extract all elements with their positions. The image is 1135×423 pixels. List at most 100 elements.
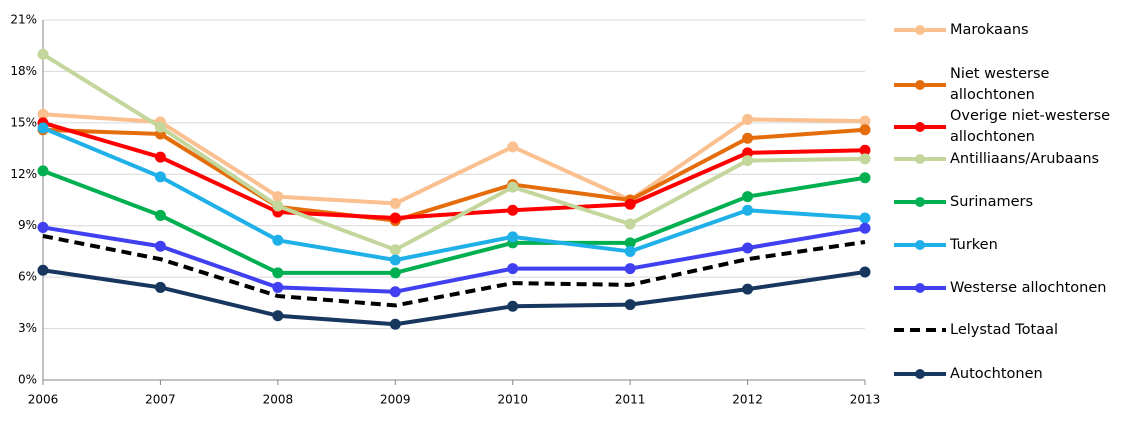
data-point	[742, 242, 754, 254]
legend-swatch	[894, 328, 946, 332]
data-point	[272, 200, 284, 212]
data-point	[272, 281, 284, 293]
legend-entry: Overige niet-westerse allochtonen	[892, 106, 1135, 148]
data-point	[154, 151, 166, 163]
data-point	[154, 240, 166, 252]
y-tick-label: 0%	[18, 373, 37, 387]
data-point	[624, 198, 636, 210]
series-line	[42, 120, 866, 220]
legend-label: Westerse allochtonen	[950, 279, 1107, 296]
legend-swatch	[894, 154, 946, 164]
data-point	[37, 165, 49, 177]
legend-swatch	[894, 240, 946, 250]
legend-entry: Autochtonen	[892, 353, 1135, 395]
legend-marker	[915, 122, 925, 132]
data-point	[742, 191, 754, 203]
data-point	[389, 212, 401, 224]
x-tick-label: 2008	[263, 393, 294, 407]
legend-label: Overige niet-westerse allochtonen	[950, 108, 1111, 145]
data-point	[859, 172, 871, 184]
data-point	[37, 264, 49, 276]
legend-swatch	[894, 369, 946, 379]
x-tick-label: 2007	[145, 393, 176, 407]
data-point	[624, 299, 636, 311]
legend-marker	[915, 283, 925, 293]
y-tick-label: 9%	[18, 218, 37, 232]
legend-label: Turken	[950, 236, 998, 253]
data-point	[507, 300, 519, 312]
legend-marker	[915, 369, 925, 379]
series-line	[42, 126, 866, 262]
legend-swatch	[894, 283, 946, 293]
y-tick-label: 3%	[18, 321, 37, 335]
legend-entry: Westerse allochtonen	[892, 267, 1135, 309]
legend-swatch	[894, 25, 946, 35]
x-tick-label: 2009	[380, 393, 411, 407]
data-point	[859, 124, 871, 136]
legend-marker	[915, 240, 925, 250]
data-point	[742, 155, 754, 167]
series-line	[42, 168, 866, 275]
data-point	[742, 113, 754, 125]
data-point	[507, 231, 519, 243]
data-point	[389, 254, 401, 266]
data-point	[389, 244, 401, 256]
data-point	[389, 267, 401, 279]
legend-label: Autochtonen	[950, 365, 1043, 382]
y-tick-label: 18%	[10, 64, 37, 78]
legend-entry: Marokaans	[892, 9, 1135, 51]
y-tick-label: 12%	[10, 167, 37, 181]
y-tick-label: 21%	[10, 13, 37, 27]
legend-swatch	[894, 197, 946, 207]
data-point	[272, 310, 284, 322]
legend-label: Lelystad Totaal	[950, 321, 1059, 338]
legend-entry: Niet westerse allochtonen	[892, 64, 1135, 106]
data-point	[154, 171, 166, 183]
data-point	[859, 266, 871, 278]
legend-label: Niet westerse allochtonen	[950, 66, 1050, 103]
series-line	[42, 112, 866, 206]
data-point	[272, 234, 284, 246]
legend-marker	[915, 197, 925, 207]
data-point	[624, 218, 636, 230]
data-point	[742, 283, 754, 295]
legend-entry: Turken	[892, 224, 1135, 266]
legend-swatch	[894, 80, 946, 90]
data-point	[859, 153, 871, 165]
data-point	[507, 141, 519, 153]
y-tick-label: 6%	[18, 270, 37, 284]
data-point	[37, 122, 49, 134]
data-point	[37, 221, 49, 233]
series-line	[41, 52, 866, 252]
data-point	[624, 263, 636, 275]
legend-label: Marokaans	[950, 21, 1029, 38]
y-tick-label: 15%	[10, 115, 37, 129]
data-point	[154, 209, 166, 221]
data-point	[859, 212, 871, 224]
x-tick-label: 2013	[850, 393, 881, 407]
legend-label: Antilliaans/Arubaans	[950, 150, 1100, 167]
data-point	[742, 204, 754, 216]
legend-entry: Surinamers	[892, 181, 1135, 223]
legend-entry: Antilliaans/Arubaans	[892, 138, 1135, 180]
x-tick-label: 2011	[615, 393, 646, 407]
data-point	[389, 286, 401, 298]
x-tick-label: 2006	[28, 393, 59, 407]
data-point	[389, 197, 401, 209]
legend-marker	[915, 154, 925, 164]
legend-entry: Lelystad Totaal	[892, 309, 1135, 351]
data-point	[272, 267, 284, 279]
legend-marker	[915, 25, 925, 35]
legend-marker	[915, 80, 925, 90]
data-point	[154, 121, 166, 133]
legend-swatch	[894, 122, 946, 132]
series-line	[42, 127, 866, 223]
legend-label: Surinamers	[950, 193, 1034, 210]
x-tick-label: 2012	[732, 393, 763, 407]
data-point	[507, 181, 519, 193]
data-point	[742, 132, 754, 144]
series-line	[42, 268, 866, 327]
data-point	[507, 204, 519, 216]
